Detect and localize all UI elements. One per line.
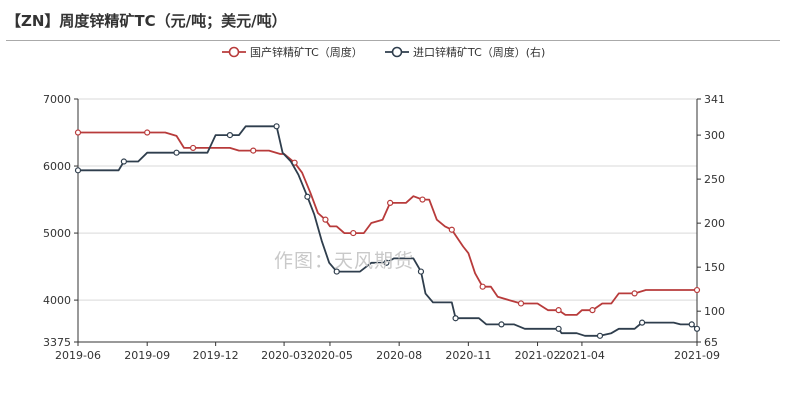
- series-1-point: [517, 300, 525, 307]
- series-2-point: [555, 325, 562, 332]
- x-tick-label: 2019-09: [124, 349, 170, 362]
- series-1-point: [589, 307, 596, 314]
- y-left-tick-label: 5000: [43, 227, 71, 240]
- series-2-point: [273, 123, 280, 130]
- legend-label: 国产锌精矿TC（周度）: [250, 45, 363, 59]
- series-2-point: [333, 268, 340, 275]
- series-1-point: [189, 144, 197, 152]
- series-1-point: [350, 229, 357, 237]
- grid-layer: [78, 98, 697, 343]
- y-right-tick-label: 250: [704, 173, 725, 186]
- title-divider: [6, 40, 780, 41]
- y-right-tick-label: 300: [704, 129, 725, 142]
- axis-layer: 3375 4000 5000 6000 7000 65 100 150 200 250 300 341…: [43, 93, 725, 362]
- series-2-point: [693, 325, 701, 332]
- x-tick-label: 2021-02: [515, 349, 561, 362]
- x-tick-label: 2021-09: [674, 349, 720, 362]
- legend-swatch-marker: [228, 46, 240, 58]
- y-left-tick-label: 4000: [43, 294, 71, 307]
- legend-swatch-marker: [391, 46, 403, 58]
- series-2-point: [120, 158, 127, 165]
- series-1-point: [419, 196, 426, 203]
- series-2-point: [452, 315, 459, 322]
- series-line-2: [78, 125, 698, 337]
- series-2-point: [596, 332, 604, 339]
- series-line-1: [78, 131, 697, 316]
- series-2-point: [498, 321, 505, 328]
- y-right-tick-label: 100: [704, 305, 725, 318]
- series-2-point: [638, 319, 646, 326]
- x-tick-label: 2020-11: [445, 349, 491, 362]
- series-2-point: [74, 167, 82, 174]
- y-left-tick-label: 7000: [43, 93, 71, 106]
- series-1-point: [448, 226, 455, 233]
- series-2-point: [688, 321, 695, 328]
- series-2-point: [383, 259, 390, 266]
- x-tick-label: 2019-12: [193, 349, 239, 362]
- legend-item-2[interactable]: 进口锌精矿TC（周度）(右): [385, 45, 545, 59]
- series-2-point: [173, 149, 180, 156]
- y-left-tick-label: 6000: [43, 160, 71, 173]
- series-2-point: [304, 193, 311, 200]
- x-tick-label: 2021-04: [559, 349, 605, 362]
- y-left-tick-label: 3375: [43, 336, 71, 349]
- series-1-point: [631, 290, 638, 297]
- series-1-point: [74, 129, 82, 136]
- legend-label: 进口锌精矿TC（周度）(右): [413, 45, 545, 59]
- legend-item-1[interactable]: 国产锌精矿TC（周度）: [222, 45, 363, 59]
- x-tick-label: 2020-05: [307, 349, 353, 362]
- series-1-point: [693, 286, 701, 294]
- watermark: 作图：天风期货: [274, 250, 415, 272]
- x-tick-label: 2020-08: [376, 349, 422, 362]
- series-1-point: [144, 129, 151, 136]
- y-right-tick-label: 65: [704, 336, 718, 349]
- x-tick-label: 2020-03: [261, 349, 307, 362]
- series-1-point: [479, 283, 486, 290]
- x-tick-label: 2019-06: [55, 349, 101, 362]
- series-2-point: [417, 268, 425, 275]
- series-1-point: [322, 216, 329, 223]
- y-right-tick-label: 150: [704, 261, 725, 274]
- series-2-point: [226, 131, 234, 139]
- chart-title: 【ZN】周度锌精矿TC（元/吨；美元/吨）: [6, 12, 287, 30]
- legend[interactable]: 国产锌精矿TC（周度） 进口锌精矿TC（周度）(右): [222, 45, 545, 59]
- series-1-point: [250, 147, 257, 154]
- y-right-tick-label: 341: [704, 93, 725, 106]
- series-1-point: [387, 199, 394, 207]
- y-right-tick-label: 200: [704, 217, 725, 230]
- series-1-point: [555, 307, 562, 314]
- series-layer: [74, 123, 701, 339]
